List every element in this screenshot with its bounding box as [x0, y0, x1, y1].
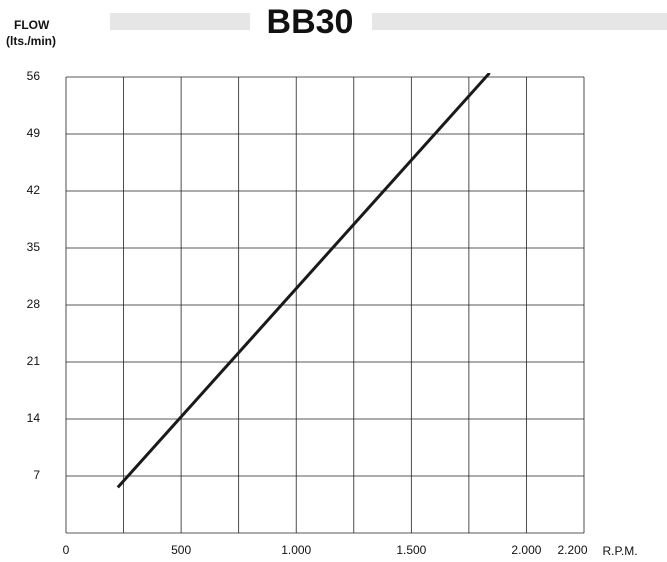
header-bar: [110, 13, 250, 30]
x-tick-label: 0: [63, 543, 70, 557]
y-tick-label: 49: [27, 126, 41, 140]
y-tick-label: 14: [27, 411, 41, 425]
x-tick-label: 2.000: [511, 543, 541, 557]
chart-title: BB30: [267, 3, 354, 41]
y-axis-label: FLOW: [14, 18, 50, 32]
data-line: [116, 73, 491, 489]
x-tick-label: 1.500: [396, 543, 426, 557]
x-tick-label: 1.000: [281, 543, 311, 557]
y-tick-label: 35: [27, 240, 41, 254]
header-bar: [372, 13, 667, 30]
y-tick-label: 42: [27, 183, 41, 197]
x-tick-label: 500: [171, 543, 191, 557]
y-tick-label: 7: [33, 468, 40, 482]
y-tick-label: 28: [27, 297, 41, 311]
x-axis-label: R.P.M.: [602, 544, 637, 558]
y-tick-label: 21: [27, 354, 41, 368]
y-axis-unit: (lts./min): [6, 34, 56, 48]
y-tick-label: 56: [27, 69, 41, 83]
x-tick-label: 2.200: [557, 543, 587, 557]
